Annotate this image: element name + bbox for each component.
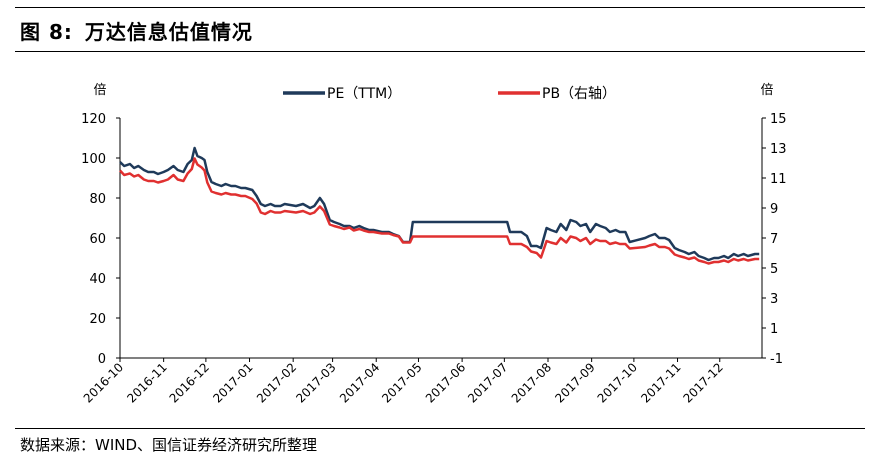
x-tick-label: 2017-07 [465,360,510,405]
source-note: 数据来源：WIND、国信证券经济研究所整理 [20,436,318,454]
x-tick-label: 2017-12 [681,360,726,405]
y-left-tick-label: 60 [89,232,106,247]
y-left-tick-label: 0 [98,352,106,367]
valuation-chart: 倍倍020406080100120-1135791113152016-10201… [81,83,787,406]
y-right-tick-label: -1 [770,352,783,367]
y-left-tick-label: 100 [81,152,106,167]
y-left-tick-label: 120 [81,112,106,127]
y-right-tick-label: 1 [770,322,778,337]
figure-title-text: 万达信息估值情况 [84,20,253,44]
top-rule [15,7,865,8]
x-tick-label: 2017-02 [254,360,299,405]
x-tick-label: 2017-10 [595,360,640,405]
y-right-tick-label: 9 [770,202,778,217]
x-tick-label: 2017-05 [379,360,424,405]
pe-series-line [119,146,760,262]
pb-series-line [119,157,760,265]
y-right-unit: 倍 [760,83,773,98]
x-tick-label: 2017-03 [293,360,338,405]
y-left-tick-label: 20 [89,312,106,327]
y-right-tick-label: 5 [770,262,778,277]
x-tick-label: 2017-01 [210,360,255,405]
x-tick-label: 2017-08 [509,360,554,405]
figure-label: 图 8: [20,20,73,44]
y-left-unit: 倍 [93,83,106,98]
y-right-tick-label: 13 [770,142,787,157]
y-left-tick-label: 80 [89,192,106,207]
legend-pb-label: PB（右轴） [542,86,616,102]
bottom-rule [15,428,865,429]
x-tick-label: 2017-11 [638,360,683,405]
figure-title: 图 8: 万达信息估值情况 [20,16,253,45]
legend-pe-label: PE（TTM） [327,86,401,102]
y-right-tick-label: 15 [770,112,787,127]
x-tick-label: 2016-10 [81,360,126,405]
title-rule [15,51,865,52]
x-tick-label: 2016-12 [167,360,212,405]
y-right-tick-label: 3 [770,292,778,307]
x-tick-label: 2017-04 [337,360,382,405]
y-left-tick-label: 40 [89,272,106,287]
x-tick-label: 2017-06 [423,360,468,405]
x-tick-label: 2016-11 [124,360,169,405]
y-right-tick-label: 11 [770,172,787,187]
x-tick-label: 2017-09 [552,360,597,405]
y-right-tick-label: 7 [770,232,778,247]
